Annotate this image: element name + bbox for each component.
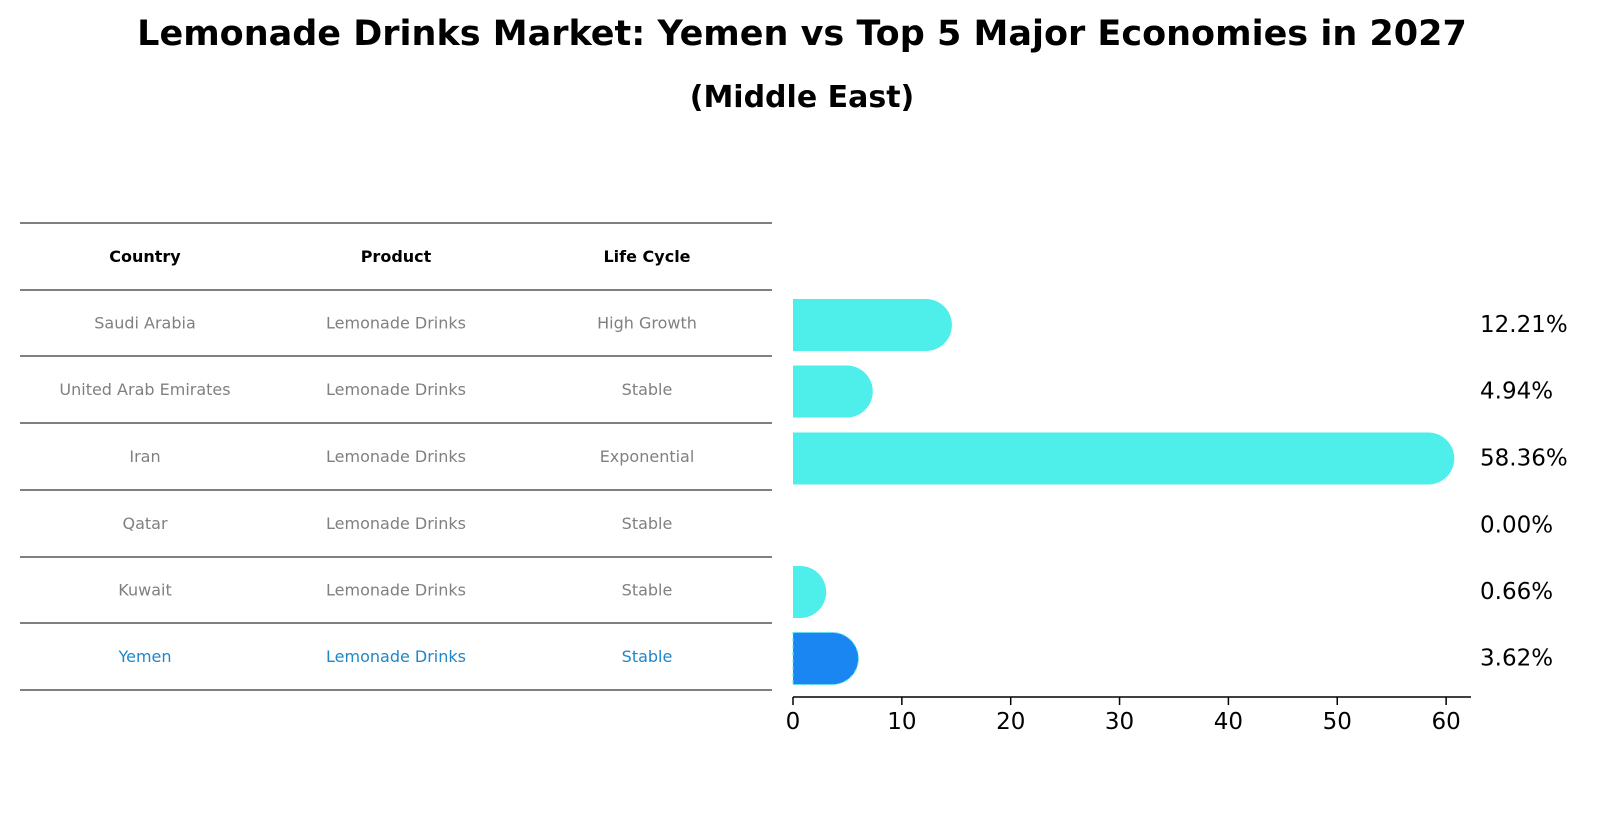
bar	[793, 566, 827, 618]
table-cell: Lemonade Drinks	[326, 647, 466, 666]
x-tick-label: 40	[1214, 709, 1243, 735]
table-cell: Stable	[622, 380, 673, 399]
x-tick-label: 10	[887, 709, 916, 735]
table-cell: Lemonade Drinks	[326, 380, 466, 399]
table-cell: Stable	[622, 581, 673, 600]
x-tick-label: 30	[1105, 709, 1134, 735]
x-tick-label: 50	[1323, 709, 1352, 735]
bar-value-label: 3.62%	[1480, 646, 1553, 672]
table-cell: Iran	[129, 447, 160, 466]
table-header-cell: Life Cycle	[603, 247, 690, 266]
chart-subtitle: (Middle East)	[689, 80, 915, 115]
table-cell: Exponential	[600, 447, 695, 466]
bar	[793, 365, 873, 418]
bar-value-label: 4.94%	[1480, 379, 1553, 405]
table-cell: Qatar	[122, 514, 167, 533]
table-cell: Lemonade Drinks	[326, 447, 466, 466]
table-cell: Stable	[622, 647, 673, 666]
table-cell: Saudi Arabia	[94, 314, 196, 333]
table-cell: Stable	[622, 514, 673, 533]
table-cell: Kuwait	[118, 581, 171, 600]
bar-value-label: 0.00%	[1480, 513, 1553, 539]
bar-value-label: 58.36%	[1480, 446, 1568, 472]
table-header-cell: Product	[361, 247, 432, 266]
bar-value-label: 0.66%	[1480, 579, 1553, 605]
table-cell: Lemonade Drinks	[326, 514, 466, 533]
bar-value-label: 12.21%	[1480, 312, 1568, 338]
x-tick-label: 20	[996, 709, 1025, 735]
table-header-cell: Country	[109, 247, 181, 266]
chart-title: Lemonade Drinks Market: Yemen vs Top 5 M…	[137, 14, 1467, 54]
bar	[793, 432, 1455, 485]
table-cell: Lemonade Drinks	[326, 581, 466, 600]
table-cell: High Growth	[597, 314, 697, 333]
bar	[792, 632, 859, 685]
table-cell: Yemen	[117, 647, 171, 666]
bar	[793, 299, 952, 351]
x-tick-label: 0	[786, 709, 801, 735]
table-cell: Lemonade Drinks	[326, 314, 466, 333]
x-tick-label: 60	[1431, 709, 1460, 735]
table-cell: United Arab Emirates	[59, 380, 230, 399]
